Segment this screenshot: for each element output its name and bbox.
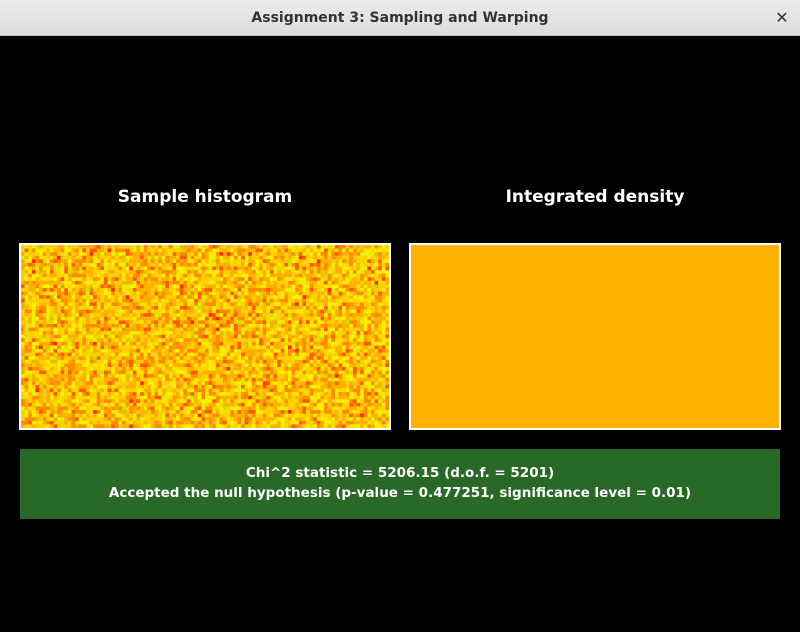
sample-histogram-image xyxy=(21,245,389,428)
sample-histogram-panel xyxy=(19,243,391,430)
sample-histogram-title: Sample histogram xyxy=(117,187,293,207)
chi-square-result-box: Chi^2 statistic = 5206.15 (d.o.f. = 5201… xyxy=(20,449,780,519)
window-title: Assignment 3: Sampling and Warping xyxy=(251,10,549,26)
integrated-density-panel xyxy=(409,243,781,430)
integrated-density-title: Integrated density xyxy=(505,187,685,207)
title-bar[interactable]: Assignment 3: Sampling and Warping ✕ xyxy=(0,0,800,36)
close-icon[interactable]: ✕ xyxy=(775,8,789,27)
chi-square-statistic: Chi^2 statistic = 5206.15 (d.o.f. = 5201… xyxy=(245,465,555,481)
hypothesis-verdict: Accepted the null hypothesis (p-value = … xyxy=(108,485,692,501)
integrated-density-image xyxy=(411,245,779,428)
